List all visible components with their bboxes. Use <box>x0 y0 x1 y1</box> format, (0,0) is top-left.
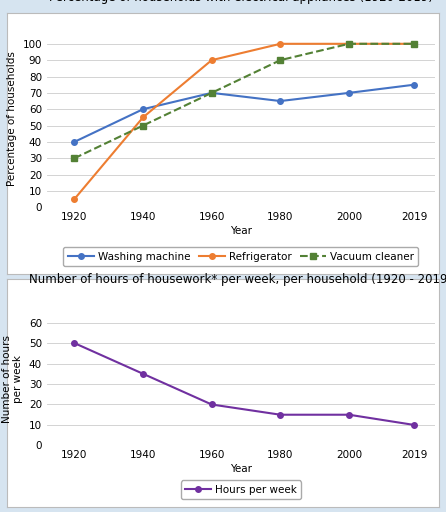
Legend: Hours per week: Hours per week <box>181 480 301 499</box>
Title: Percentage of households with electrical appliances (1920-2019): Percentage of households with electrical… <box>49 0 433 4</box>
Legend: Washing machine, Refrigerator, Vacuum cleaner: Washing machine, Refrigerator, Vacuum cl… <box>63 247 418 266</box>
Y-axis label: Number of hours
per week: Number of hours per week <box>2 335 23 423</box>
X-axis label: Year: Year <box>230 226 252 237</box>
X-axis label: Year: Year <box>230 464 252 475</box>
Y-axis label: Percentage of households: Percentage of households <box>7 52 17 186</box>
Title: Number of hours of housework* per week, per household (1920 - 2019): Number of hours of housework* per week, … <box>29 273 446 286</box>
